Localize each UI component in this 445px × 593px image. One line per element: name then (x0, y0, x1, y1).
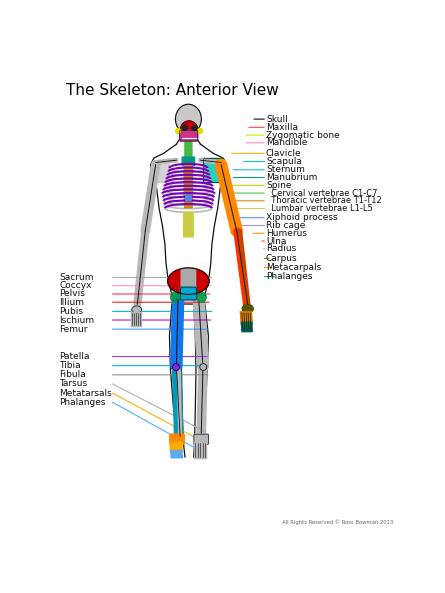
FancyBboxPatch shape (181, 287, 196, 300)
Text: Scapula: Scapula (266, 157, 302, 166)
FancyBboxPatch shape (185, 164, 192, 167)
Ellipse shape (176, 129, 181, 133)
Ellipse shape (198, 129, 202, 133)
FancyBboxPatch shape (184, 232, 193, 237)
Ellipse shape (132, 306, 142, 313)
Text: Thoracic vertebrae T1-T12: Thoracic vertebrae T1-T12 (266, 196, 382, 205)
Text: Carpus: Carpus (266, 254, 298, 263)
Ellipse shape (182, 125, 187, 130)
Ellipse shape (175, 104, 201, 134)
FancyBboxPatch shape (182, 157, 194, 165)
Text: Ulna: Ulna (266, 237, 287, 246)
Text: Ischium: Ischium (59, 315, 94, 324)
Text: Metacarpals: Metacarpals (266, 263, 321, 272)
FancyBboxPatch shape (194, 434, 208, 444)
Text: Mandible: Mandible (266, 138, 307, 147)
Ellipse shape (173, 364, 179, 371)
Text: Maxilla: Maxilla (266, 123, 298, 132)
Text: Coccyx: Coccyx (59, 281, 92, 290)
Text: Sternum: Sternum (266, 165, 305, 174)
Text: Illium: Illium (59, 298, 84, 307)
FancyBboxPatch shape (184, 227, 193, 232)
FancyBboxPatch shape (185, 178, 192, 182)
Text: Metatarsals: Metatarsals (59, 388, 112, 397)
Text: Lumbar vertebrae L1-L5: Lumbar vertebrae L1-L5 (266, 204, 373, 213)
Text: The Skeleton: Anterior View: The Skeleton: Anterior View (66, 82, 279, 98)
FancyBboxPatch shape (185, 146, 192, 149)
FancyBboxPatch shape (181, 269, 196, 289)
Text: Skull: Skull (266, 114, 288, 123)
Text: Patella: Patella (59, 352, 89, 361)
Text: Tarsus: Tarsus (59, 380, 87, 388)
FancyBboxPatch shape (185, 193, 192, 197)
FancyBboxPatch shape (185, 153, 192, 156)
Text: Sacrum: Sacrum (59, 273, 93, 282)
Ellipse shape (168, 268, 209, 295)
FancyBboxPatch shape (185, 204, 192, 208)
FancyBboxPatch shape (185, 197, 192, 200)
Text: Humerus: Humerus (266, 229, 307, 238)
FancyBboxPatch shape (153, 161, 169, 183)
FancyBboxPatch shape (185, 149, 192, 153)
Ellipse shape (242, 304, 253, 313)
Text: Clavicle: Clavicle (266, 149, 302, 158)
Ellipse shape (197, 292, 206, 302)
FancyBboxPatch shape (185, 160, 192, 162)
Text: Rib cage: Rib cage (266, 221, 305, 230)
Text: Phalanges: Phalanges (266, 272, 312, 281)
FancyBboxPatch shape (185, 144, 192, 146)
Text: Zygomatic bone: Zygomatic bone (266, 130, 340, 139)
Text: Radius: Radius (266, 244, 296, 253)
FancyBboxPatch shape (185, 156, 192, 160)
Text: Manubrium: Manubrium (266, 173, 317, 182)
Text: Cervical vertebrae C1-C7: Cervical vertebrae C1-C7 (266, 189, 377, 197)
Text: Fibula: Fibula (59, 370, 86, 380)
Text: All Rights Reserved © Ross Bowman 2013: All Rights Reserved © Ross Bowman 2013 (283, 520, 394, 525)
Text: Pelvis: Pelvis (59, 289, 85, 298)
Text: Tibia: Tibia (59, 361, 81, 370)
FancyBboxPatch shape (185, 171, 192, 175)
FancyBboxPatch shape (185, 182, 192, 186)
FancyBboxPatch shape (185, 175, 192, 178)
FancyBboxPatch shape (184, 217, 193, 222)
FancyBboxPatch shape (186, 195, 191, 200)
FancyBboxPatch shape (170, 434, 184, 444)
Text: Phalanges: Phalanges (59, 398, 105, 407)
Ellipse shape (200, 364, 206, 371)
FancyBboxPatch shape (184, 164, 193, 197)
FancyBboxPatch shape (185, 167, 192, 171)
FancyBboxPatch shape (185, 200, 192, 204)
FancyBboxPatch shape (185, 189, 192, 193)
FancyBboxPatch shape (184, 212, 193, 217)
Text: Spine: Spine (266, 181, 291, 190)
Ellipse shape (170, 292, 180, 302)
Ellipse shape (192, 125, 197, 130)
FancyBboxPatch shape (185, 140, 192, 144)
FancyBboxPatch shape (180, 130, 198, 141)
FancyBboxPatch shape (184, 222, 193, 227)
Text: Xiphoid process: Xiphoid process (266, 213, 338, 222)
Text: Pubis: Pubis (59, 307, 83, 316)
FancyBboxPatch shape (185, 186, 192, 189)
Ellipse shape (181, 121, 198, 138)
Text: Femur: Femur (59, 324, 88, 334)
FancyBboxPatch shape (203, 158, 224, 183)
